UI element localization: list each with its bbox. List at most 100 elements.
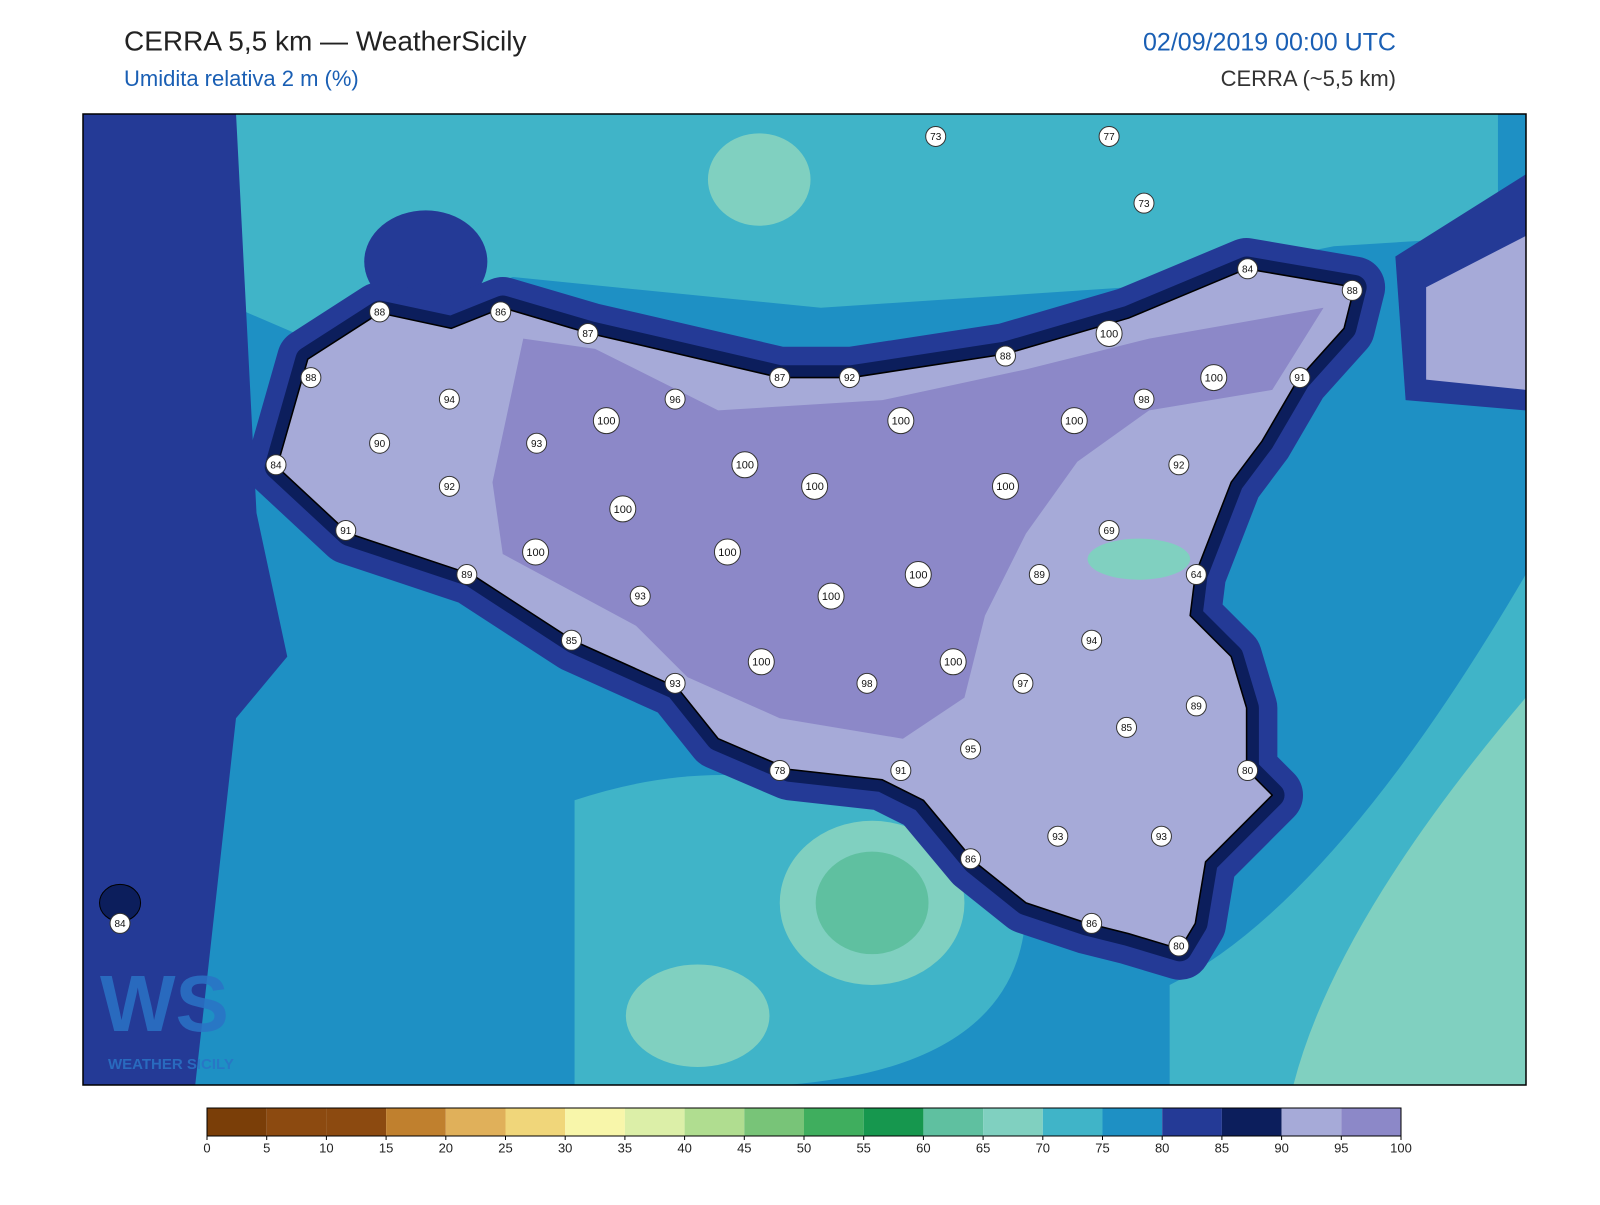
station-marker <box>887 407 915 435</box>
colorbar-tick-label: 5 <box>263 1140 270 1155</box>
station-value: 88 <box>1347 286 1359 297</box>
station-value: 73 <box>1138 199 1150 210</box>
station-value: 100 <box>1065 416 1083 428</box>
station-marker <box>438 388 460 410</box>
station-marker <box>300 367 322 389</box>
field <box>1087 538 1191 580</box>
colorbar-tick-label: 0 <box>203 1140 210 1155</box>
colorbar-tick-label: 25 <box>498 1140 512 1155</box>
station-marker <box>369 301 391 323</box>
colorbar-tick-label: 80 <box>1155 1140 1169 1155</box>
station-value: 73 <box>930 132 942 143</box>
station-value: 93 <box>670 679 682 690</box>
colorbar-bin <box>624 1108 685 1136</box>
station-value: 92 <box>444 482 456 493</box>
colorbar-bin <box>1341 1108 1401 1136</box>
station-value: 85 <box>1121 723 1133 734</box>
station-marker <box>1060 407 1088 435</box>
station-value: 92 <box>1173 460 1185 471</box>
field <box>815 851 929 955</box>
station-marker <box>994 345 1016 367</box>
station-marker <box>904 561 932 589</box>
station-marker <box>629 585 651 607</box>
field <box>492 307 1324 739</box>
date: 02/09/2019 00:00 UTC <box>1143 29 1396 57</box>
station-value: 93 <box>531 439 543 450</box>
station-marker <box>1185 564 1207 586</box>
station-marker <box>1185 695 1207 717</box>
subtitle: Umidita relativa 2 m (%) <box>124 66 359 91</box>
station-marker <box>1200 364 1228 392</box>
station-value: 91 <box>340 526 352 537</box>
station-marker <box>991 472 1019 500</box>
station-value: 80 <box>1173 942 1185 953</box>
field <box>83 114 288 1085</box>
field <box>625 964 770 1068</box>
colorbar-tick-label: 10 <box>319 1140 333 1155</box>
station-marker <box>1028 564 1050 586</box>
field <box>1041 774 1196 888</box>
station-value: 89 <box>1191 702 1203 713</box>
station-marker <box>1098 125 1120 147</box>
station-marker <box>1081 629 1103 651</box>
station-value: 100 <box>944 657 962 669</box>
station-value: 93 <box>1156 832 1168 843</box>
station-value: 98 <box>861 679 873 690</box>
station-value: 100 <box>752 657 770 669</box>
station-value: 78 <box>774 766 786 777</box>
title: CERRA 5,5 km — WeatherSicily <box>124 25 527 56</box>
colorbar-tick-label: 95 <box>1334 1140 1348 1155</box>
station-value: 88 <box>305 373 317 384</box>
station-marker <box>490 301 512 323</box>
colorbar-bin <box>1281 1108 1342 1136</box>
colorbar-tick-label: 20 <box>439 1140 453 1155</box>
station-marker <box>1081 912 1103 934</box>
field <box>1426 235 1526 390</box>
colorbar-bin <box>684 1108 745 1136</box>
station-value: 89 <box>461 570 473 581</box>
station-value: 69 <box>1104 526 1116 537</box>
station-marker <box>1341 279 1363 301</box>
logo-mark: WS <box>100 959 229 1048</box>
colorbar-tick-label: 15 <box>379 1140 393 1155</box>
colorbar-tick-label: 85 <box>1215 1140 1229 1155</box>
colorbar-tick-label: 65 <box>976 1140 990 1155</box>
map: 73 77 73 84 88 88 86 87 100 87 92 88 100 100 91 88 94 96 1… <box>83 114 1526 1085</box>
station-value: 84 <box>270 460 282 471</box>
station-marker <box>265 454 287 476</box>
logo-name: WEATHER SICILY <box>108 1056 234 1073</box>
station-marker <box>522 538 550 566</box>
station-value: 80 <box>1242 766 1254 777</box>
station-value: 84 <box>114 919 126 930</box>
station-marker <box>713 538 741 566</box>
station-value: 64 <box>1191 570 1203 581</box>
station-value: 100 <box>892 416 910 428</box>
colorbar-bin <box>266 1108 327 1136</box>
station-value: 86 <box>965 854 977 865</box>
station-marker <box>1237 760 1259 782</box>
colorbar-tick-label: 40 <box>677 1140 691 1155</box>
colorbar-bin <box>1221 1108 1282 1136</box>
colorbar-tick-label: 45 <box>737 1140 751 1155</box>
colorbar-bin <box>505 1108 566 1136</box>
colorbar-bin <box>565 1108 625 1136</box>
model: CERRA (~5,5 km) <box>1221 66 1396 91</box>
station-value: 100 <box>718 547 736 559</box>
colorbar: 0 5 10 15 20 25 30 35 40 45 50 55 60 65 70 75 80 85 90 95 10… <box>203 1107 1412 1155</box>
station-marker <box>769 760 791 782</box>
station-value: 87 <box>582 329 594 340</box>
station-marker <box>925 125 947 147</box>
station-value: 100 <box>822 591 840 603</box>
station-value: 100 <box>526 547 544 559</box>
station-marker <box>817 582 845 610</box>
station-marker <box>890 760 912 782</box>
station-marker <box>577 322 599 344</box>
station-value: 93 <box>635 592 647 603</box>
colorbar-tick-label: 35 <box>618 1140 632 1155</box>
field <box>1293 697 1526 1085</box>
colorbar-tick-label: 75 <box>1095 1140 1109 1155</box>
station-value: 100 <box>1100 328 1118 340</box>
station-marker <box>109 912 131 934</box>
colorbar-bin <box>923 1108 984 1136</box>
